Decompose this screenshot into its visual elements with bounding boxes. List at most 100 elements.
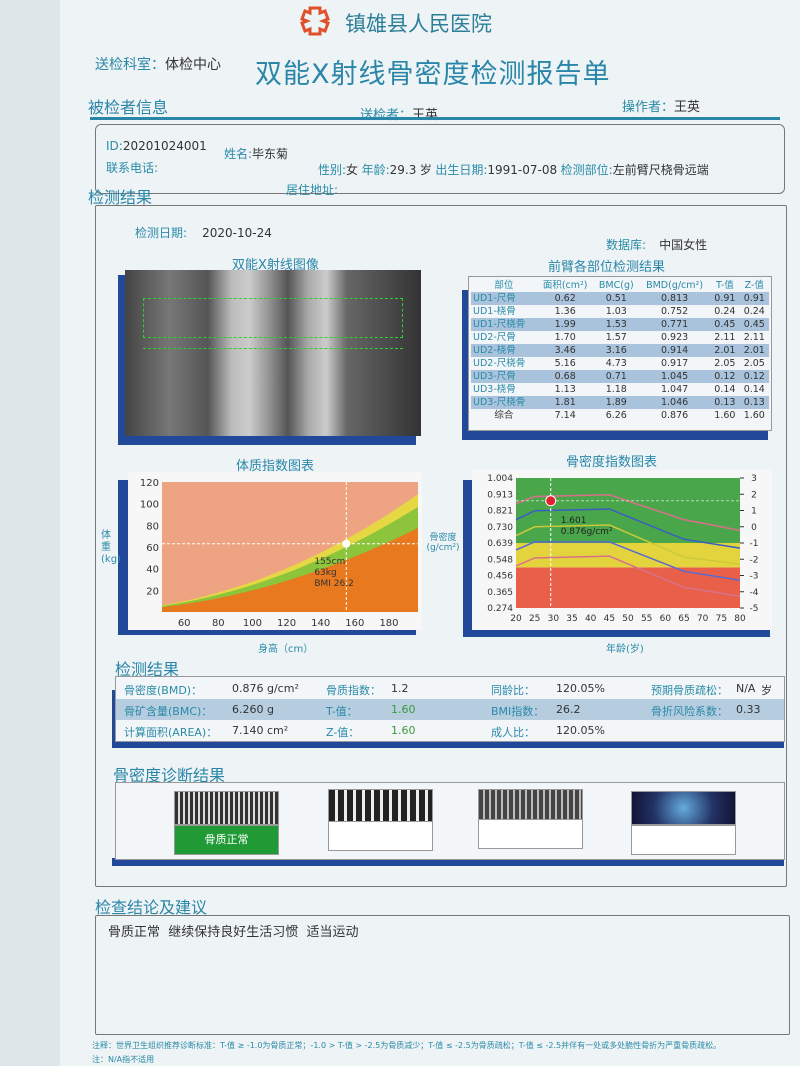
- patient-info-box: ID:20201024001 姓名:毕东菊 联系电话: 性别:女 年龄:29.3…: [95, 124, 785, 197]
- value-cell: 7.14: [554, 410, 576, 421]
- value-cell: 1.13: [554, 384, 576, 395]
- t-score-tick-label: 3: [751, 474, 757, 484]
- sender-value: 王英: [412, 108, 439, 123]
- value-cell: 2.05: [714, 358, 736, 369]
- diagnosis-normal-label: 骨质正常: [174, 825, 279, 855]
- operator-value: 王英: [674, 100, 701, 115]
- value-cell: 2.11: [714, 332, 736, 343]
- site-cell: UD2-尺骨: [473, 332, 516, 343]
- column-header: 面积(cm²): [542, 280, 588, 291]
- conclusion-text: 骨质正常 继续保持良好生活习惯 适当运动: [108, 925, 359, 940]
- bmi-chart-title: 体质指数图表: [236, 459, 315, 474]
- summary-label: 骨矿含量(BMC)：: [124, 705, 213, 718]
- y-tick-label: 1.004: [487, 474, 513, 484]
- x-tick-label: 160: [345, 618, 364, 629]
- summary-label: 骨质指数：: [326, 684, 381, 697]
- summary-table: 骨密度(BMD)： 0.876 g/cm² 骨质指数： 1.2 同龄比： 120.05% 预…: [115, 676, 785, 742]
- x-tick-label: 80: [212, 618, 225, 629]
- footnote-line2: 注：N/A指不适用: [92, 1055, 155, 1064]
- t-score-tick-label: 0: [751, 523, 757, 533]
- table-row: 综合 7.14 6.26 0.876 1.60 1.60: [471, 409, 769, 422]
- summary-label: T-值：: [326, 705, 358, 718]
- value-cell: 1.046: [660, 397, 689, 408]
- value-cell: 1.60: [743, 410, 765, 421]
- date-label: 检测日期:: [135, 226, 188, 240]
- summary-row: 骨密度(BMD)： 0.876 g/cm² 骨质指数： 1.2 同龄比： 120.05% 预…: [116, 678, 784, 699]
- t-score-tick-label: -2: [750, 555, 759, 565]
- y-tick-label: 60: [146, 543, 159, 554]
- patient-point: [545, 495, 557, 507]
- value-cell: 2.11: [743, 332, 765, 343]
- bone-osteopenia-image: [328, 789, 433, 823]
- t-score-tick-label: -5: [750, 604, 759, 614]
- column-header: BMC(g): [598, 280, 634, 291]
- site-label: 检测部位:: [560, 163, 613, 177]
- table-row: UD3-尺骨 0.68 0.71 1.045 0.12 0.12: [471, 370, 769, 383]
- reference-curve: [515, 555, 741, 597]
- summary-row: 计算面积(AREA)： 7.140 cm² Z-值： 1.60 成人比： 120.05%: [116, 720, 784, 741]
- bmd-chart-title: 骨密度指数图表: [566, 455, 658, 470]
- bmd-zone: [516, 567, 740, 608]
- forearm-results-table: 部位 面积(cm²) BMC(g) BMD(g/cm²) T-值 Z-值 UD1-尺骨 0.6…: [468, 276, 772, 431]
- x-tick-label: 30: [548, 614, 560, 624]
- column-header: T-值: [715, 280, 734, 291]
- patient-details-row: 性别:女 年龄:29.3 岁 出生日期:1991-07-08 检测部位:左前臂尺…: [318, 161, 709, 178]
- value-cell: 1.53: [605, 319, 627, 330]
- value-cell: 2.01: [714, 345, 736, 356]
- value-cell: 0.71: [605, 371, 627, 382]
- t-score-tick-label: -3: [750, 572, 759, 582]
- divider: [90, 117, 780, 120]
- dept-value: 体检中心: [165, 57, 221, 73]
- x-tick-label: 140: [311, 618, 330, 629]
- value-cell: 1.03: [605, 306, 627, 317]
- column-header: 部位: [494, 280, 514, 291]
- hospital-logo-icon: [300, 6, 330, 36]
- t-score-tick-label: 2: [751, 490, 757, 500]
- value-cell: 6.26: [605, 410, 627, 421]
- table-row: UD2-尺骨 1.70 1.57 0.923 2.11 2.11: [471, 331, 769, 344]
- y-tick-label: 0.456: [487, 572, 513, 582]
- summary-value: 0.876 g/cm²: [232, 682, 299, 695]
- value-cell: 0.91: [743, 293, 765, 304]
- summary-label: 预期骨质疏松：: [651, 684, 728, 697]
- value-cell: 2.05: [743, 358, 765, 369]
- table-row: UD1-桡骨 1.36 1.03 0.752 0.24 0.24: [471, 305, 769, 318]
- y-tick-label: 0.913: [487, 490, 513, 500]
- dob-value: 1991-07-08: [487, 163, 558, 177]
- summary-value: 1.2: [391, 682, 409, 695]
- operator-field: 操作者：王英: [622, 96, 700, 115]
- value-cell: 0.917: [660, 358, 689, 369]
- table-row: UD1-尺桡骨 1.99 1.53 0.771 0.45 0.45: [471, 318, 769, 331]
- summary-label: 计算面积(AREA)：: [124, 726, 218, 739]
- db-value: 中国女性: [659, 238, 708, 252]
- bmi-xlabel: 身高（cm）: [258, 644, 314, 655]
- site-cell: UD3-桡骨: [473, 384, 516, 395]
- sex-value: 女: [346, 163, 359, 177]
- dept-field: 送检科室：体检中心: [95, 54, 221, 74]
- value-cell: 0.12: [743, 371, 765, 382]
- patient-section-title: 被检者信息: [88, 98, 169, 117]
- site-cell: 综合: [494, 410, 514, 421]
- y-tick-label: 20: [146, 586, 159, 597]
- x-tick-label: 75: [716, 614, 727, 624]
- x-tick-label: 180: [379, 618, 398, 629]
- x-tick-label: 55: [641, 614, 652, 624]
- point-annotation: 0.876g/cm²: [561, 527, 613, 537]
- value-cell: 0.68: [554, 371, 576, 382]
- sender-label: 送检者：: [360, 108, 413, 123]
- id-label: ID:: [106, 139, 123, 153]
- point-annotation: 63kg: [314, 568, 336, 578]
- x-tick-label: 120: [277, 618, 296, 629]
- dept-label: 送检科室：: [95, 57, 165, 73]
- sex-label: 性别:: [318, 163, 347, 177]
- x-tick-label: 100: [243, 618, 262, 629]
- bmd-xlabel: 年龄(岁): [606, 644, 644, 655]
- table-row: UD1-尺骨 0.62 0.51 0.813 0.91 0.91: [471, 292, 769, 305]
- summary-label: 同龄比：: [491, 684, 535, 697]
- value-cell: 0.45: [743, 319, 765, 330]
- value-cell: 0.771: [660, 319, 689, 330]
- table-row: UD2-尺桡骨 5.16 4.73 0.917 2.05 2.05: [471, 357, 769, 370]
- table-row: UD3-桡骨 1.13 1.18 1.047 0.14 0.14: [471, 383, 769, 396]
- value-cell: 1.60: [714, 410, 736, 421]
